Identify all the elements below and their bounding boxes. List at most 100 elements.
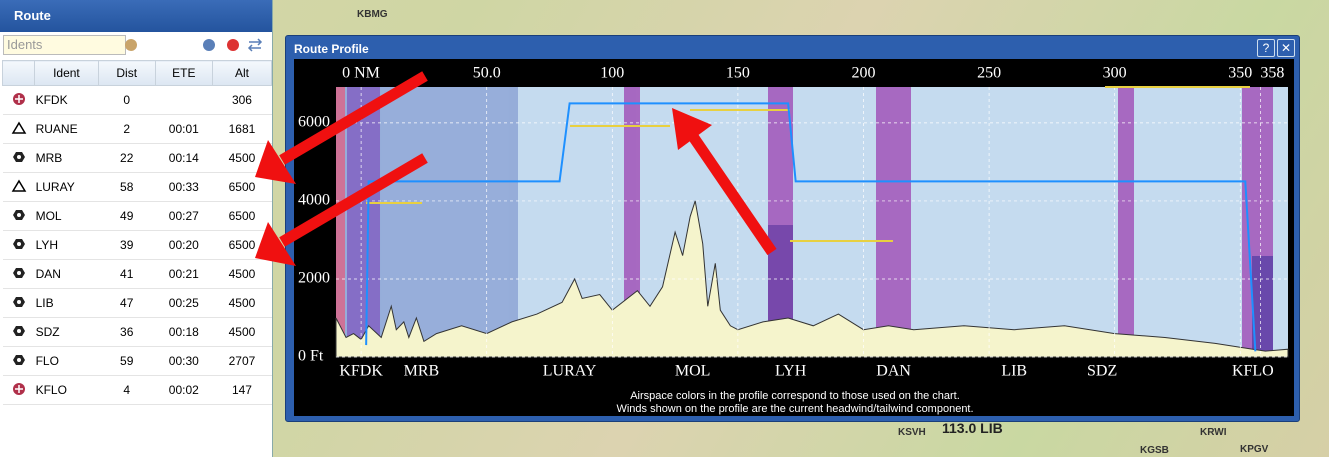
reverse-button[interactable]: [247, 38, 263, 52]
map-label: KSVH: [898, 427, 926, 438]
ident: RUANE: [34, 114, 99, 144]
route-row[interactable]: RUANE 2 00:01 1681: [2, 114, 272, 144]
dist: 59: [98, 346, 156, 376]
dist: 0: [98, 85, 156, 115]
wind-levels: [366, 86, 1250, 242]
dist: 36: [98, 317, 156, 347]
add-button[interactable]: [125, 39, 137, 51]
ident: MOL: [34, 201, 99, 231]
column-header[interactable]: Dist: [97, 60, 156, 86]
ete: 00:20: [155, 230, 213, 260]
dist: 47: [98, 288, 156, 318]
x-tick-label: 250: [977, 65, 1001, 82]
dist: 41: [98, 259, 156, 289]
x-tick-label: 200: [851, 65, 875, 82]
ident: LYH: [34, 230, 99, 260]
route-row[interactable]: DAN 41 00:21 4500: [2, 259, 272, 289]
ident: LIB: [34, 288, 99, 318]
dist: 39: [98, 230, 156, 260]
alt: 306: [212, 85, 272, 115]
alt: 4500: [212, 317, 272, 347]
ident: SDZ: [34, 317, 99, 347]
terrain: [335, 200, 1289, 358]
x-tick-label: 300: [1103, 65, 1127, 82]
ete: 00:30: [155, 346, 213, 376]
route-row[interactable]: LIB 47 00:25 4500: [2, 288, 272, 318]
waypoint-label: SDZ: [1087, 363, 1117, 380]
dist: 22: [98, 143, 156, 173]
ident: LURAY: [34, 172, 99, 202]
airspace: [336, 87, 1273, 357]
x-tick-label: 350: [1228, 65, 1252, 82]
column-header[interactable]: Alt: [211, 60, 273, 86]
ete: 00:14: [155, 143, 213, 173]
alt: 6500: [212, 201, 272, 231]
map-label: KRWI: [1200, 427, 1227, 438]
route-row[interactable]: FLO 59 00:30 2707: [2, 346, 272, 376]
dist: 49: [98, 201, 156, 231]
ete: 00:21: [155, 259, 213, 289]
x-tick-label: 50.0: [473, 65, 501, 82]
x-tick-label: 100: [600, 65, 624, 82]
map-label: 113.0 LIB: [942, 420, 1003, 436]
column-header[interactable]: ETE: [154, 60, 213, 86]
dist: 58: [98, 172, 156, 202]
waypoint-label: LIB: [1001, 363, 1027, 380]
route-row[interactable]: KFDK 0 306: [2, 85, 272, 115]
help-button[interactable]: ?: [1257, 39, 1275, 57]
waypoint-label: LURAY: [543, 363, 597, 380]
waypoint-label: MOL: [675, 363, 711, 380]
y-tick-label: 2000: [298, 270, 330, 287]
dist: 4: [98, 375, 156, 405]
route-row[interactable]: KFLO 4 00:02 147: [2, 375, 272, 405]
route-line: [365, 102, 1257, 352]
clear-button[interactable]: [203, 39, 215, 51]
toolbar: [125, 38, 263, 52]
ident: KFLO: [34, 375, 99, 405]
ete: 00:02: [155, 375, 213, 405]
route-row[interactable]: LURAY 58 00:33 6500: [2, 172, 272, 202]
ident: MRB: [34, 143, 99, 173]
map-label: KPGV: [1240, 444, 1269, 455]
ident: KFDK: [34, 85, 99, 115]
annotation-arrows: [255, 71, 777, 266]
ete: 00:33: [155, 172, 213, 202]
x-tick-label: 0 NM: [342, 65, 380, 82]
dist: 2: [98, 114, 156, 144]
route-row[interactable]: SDZ 36 00:18 4500: [2, 317, 272, 347]
panel-title: Route: [0, 0, 272, 32]
x-tick-label: 358: [1260, 65, 1284, 82]
alt: 2707: [212, 346, 272, 376]
ident: DAN: [34, 259, 99, 289]
ident: FLO: [34, 346, 99, 376]
alt: 4500: [212, 259, 272, 289]
note: Airspace colors in the profile correspon…: [630, 390, 960, 402]
delete-button[interactable]: [227, 39, 239, 51]
waypoint-label: LYH: [775, 363, 807, 380]
y-tick-label: 6000: [298, 114, 330, 131]
map-label: KGSB: [1140, 445, 1169, 456]
waypoint-label: DAN: [876, 363, 911, 380]
alt: 1681: [212, 114, 272, 144]
note: Winds shown on the profile are the curre…: [616, 403, 973, 415]
y-tick-label: 0 Ft: [298, 348, 324, 365]
x-tick-label: 150: [726, 65, 750, 82]
y-tick-label: 4000: [298, 192, 330, 209]
alt: 147: [212, 375, 272, 405]
ete: 00:27: [155, 201, 213, 231]
window-title: Route Profile: [294, 42, 369, 56]
ete: 00:18: [155, 317, 213, 347]
route-row[interactable]: MOL 49 00:27 6500: [2, 201, 272, 231]
ete: 00:25: [155, 288, 213, 318]
column-header[interactable]: Ident: [34, 60, 99, 86]
route-panel: Route Idents Ident Dist ETE Alt KFDK 0 306 RU…: [0, 0, 273, 457]
close-button[interactable]: ✕: [1277, 39, 1295, 57]
waypoint-label: MRB: [404, 363, 440, 380]
alt: 4500: [212, 288, 272, 318]
route-table: Ident Dist ETE Alt KFDK 0 306 RUANE 2 00:01 1681…: [1, 60, 273, 405]
waypoint-label: KFLO: [1232, 363, 1274, 380]
waypoint-label: KFDK: [339, 363, 383, 380]
ete: 00:01: [155, 114, 213, 144]
